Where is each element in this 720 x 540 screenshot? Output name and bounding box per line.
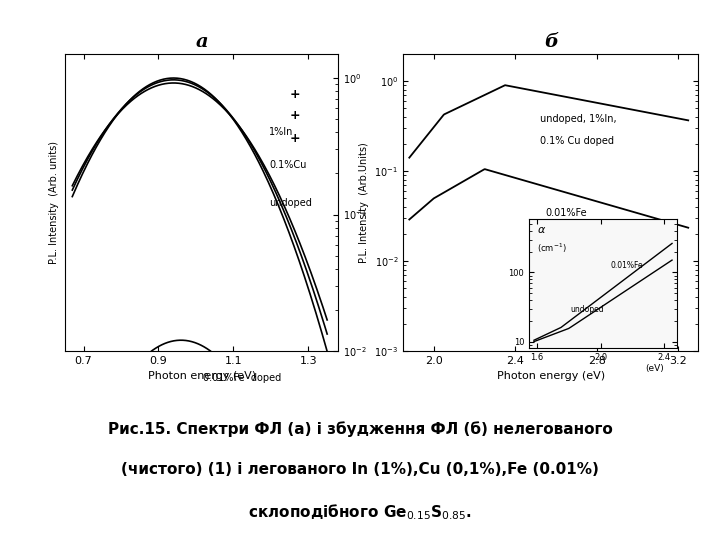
Text: $\alpha$: $\alpha$ — [536, 225, 546, 235]
Text: (cm$^{-1}$): (cm$^{-1}$) — [536, 242, 566, 255]
Text: Рис.15. Спектри ФЛ (а) і збудження ФЛ (б) нелегованого: Рис.15. Спектри ФЛ (а) і збудження ФЛ (б… — [107, 421, 613, 437]
Text: 0.01%Fe  doped: 0.01%Fe doped — [204, 373, 282, 383]
Title: б: б — [544, 33, 558, 51]
Text: +: + — [290, 109, 301, 122]
X-axis label: (eV): (eV) — [645, 364, 664, 373]
Title: а: а — [195, 33, 208, 51]
Text: склоподібного Ge$_{0.15}$S$_{0.85}$.: склоподібного Ge$_{0.15}$S$_{0.85}$. — [248, 502, 472, 522]
Text: +: + — [290, 132, 301, 145]
Text: undoped, 1%In,: undoped, 1%In, — [539, 114, 616, 124]
Y-axis label: P.L. Intensity  (Arb.Units): P.L. Intensity (Arb.Units) — [359, 142, 369, 263]
Text: 0.1%Cu: 0.1%Cu — [269, 160, 307, 170]
Text: 0.01%Fe: 0.01%Fe — [611, 261, 643, 270]
Text: 1%In: 1%In — [269, 127, 294, 137]
Text: 0.1% Cu doped: 0.1% Cu doped — [539, 136, 613, 146]
Text: undoped: undoped — [570, 305, 604, 314]
X-axis label: Photon energy (eV): Photon energy (eV) — [497, 372, 605, 381]
Text: (чистого) (1) і легованого In (1%),Cu (0,1%),Fe (0.01%): (чистого) (1) і легованого In (1%),Cu (0… — [121, 462, 599, 477]
Y-axis label: P.L. Intensity  (Arb. units): P.L. Intensity (Arb. units) — [49, 141, 59, 264]
Text: +: + — [290, 87, 301, 100]
Text: 0.01%Fe: 0.01%Fe — [546, 207, 588, 218]
Text: undoped: undoped — [269, 198, 312, 208]
X-axis label: Photon energy (eV): Photon energy (eV) — [148, 372, 256, 381]
